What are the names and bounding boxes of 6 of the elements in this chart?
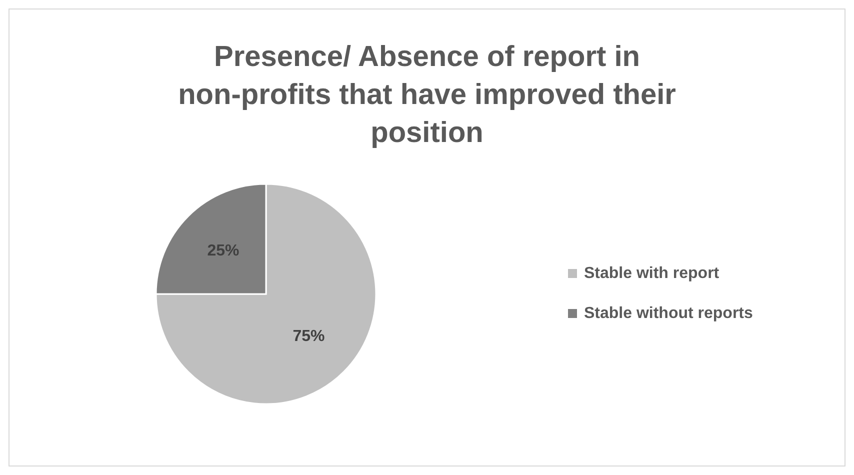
data-label: 75%: [292, 328, 325, 346]
data-label: 25%: [207, 242, 240, 260]
legend-label: Stable without reports: [584, 305, 753, 322]
chart-title: Presence/ Absence of report in non-profits that have improved their position: [178, 41, 676, 149]
pie-slice: [155, 183, 377, 405]
legend-label: Stable with report: [584, 265, 720, 282]
